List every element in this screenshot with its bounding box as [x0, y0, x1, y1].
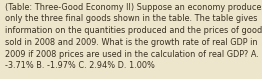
Text: information on the quantities produced and the prices of goods: information on the quantities produced a… — [5, 26, 262, 35]
Text: only the three final goods shown in the table. The table gives: only the three final goods shown in the … — [5, 14, 257, 23]
Text: sold in 2008 and 2009. What is the growth rate of real GDP in: sold in 2008 and 2009. What is the growt… — [5, 38, 257, 47]
Text: -3.71% B. -1.97% C. 2.94% D. 1.00%: -3.71% B. -1.97% C. 2.94% D. 1.00% — [5, 61, 155, 70]
Text: (Table: Three-Good Economy II) Suppose an economy produces: (Table: Three-Good Economy II) Suppose a… — [5, 3, 262, 12]
Text: 2009 if 2008 prices are used in the calculation of real GDP? A.: 2009 if 2008 prices are used in the calc… — [5, 50, 259, 59]
